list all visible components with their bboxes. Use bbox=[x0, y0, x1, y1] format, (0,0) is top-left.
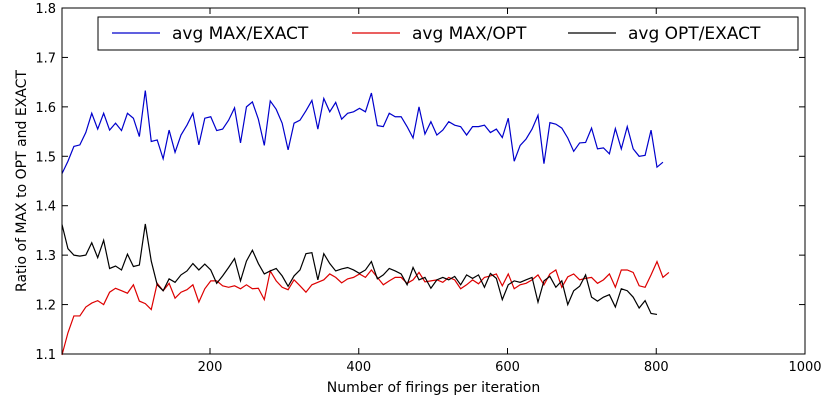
series-line-1 bbox=[61, 90, 664, 174]
x-tick-label: 800 bbox=[644, 360, 669, 375]
series-layer bbox=[61, 90, 670, 356]
legend-box bbox=[97, 16, 799, 51]
y-tick-label: 1.6 bbox=[35, 101, 56, 116]
y-axis-label: Ratio of MAX to OPT and EXACT bbox=[14, 70, 30, 292]
y-tick-label: 1.4 bbox=[35, 200, 56, 215]
y-tick-label: 1.1 bbox=[35, 348, 56, 363]
y-tick-label: 1.8 bbox=[35, 2, 56, 17]
y-tick-label: 1.2 bbox=[35, 299, 56, 314]
x-axis-label: Number of firings per iteration bbox=[327, 380, 540, 396]
plot-frame bbox=[61, 7, 806, 355]
x-tick-label: 600 bbox=[495, 360, 520, 375]
y-tick-label: 1.7 bbox=[35, 51, 56, 66]
legend: avg MAX/EXACT avg MAX/OPT avg OPT/EXACT bbox=[97, 16, 799, 51]
legend-label-2: avg MAX/OPT bbox=[412, 24, 527, 44]
y-tick-label: 1.5 bbox=[35, 150, 56, 165]
legend-label-3: avg OPT/EXACT bbox=[628, 24, 761, 44]
series-line-2 bbox=[61, 259, 670, 356]
x-tick-label: 1000 bbox=[788, 360, 821, 375]
series-line-3 bbox=[61, 223, 658, 316]
x-tick-label: 200 bbox=[198, 360, 223, 375]
ticks-layer: 200 400 600 800 1000 1.1 1.2 1.3 1.4 1.5 1.6 1.7 1.8 bbox=[35, 2, 821, 375]
legend-label-1: avg MAX/EXACT bbox=[172, 24, 309, 44]
y-tick-label: 1.3 bbox=[35, 249, 56, 264]
x-tick-label: 400 bbox=[346, 360, 371, 375]
